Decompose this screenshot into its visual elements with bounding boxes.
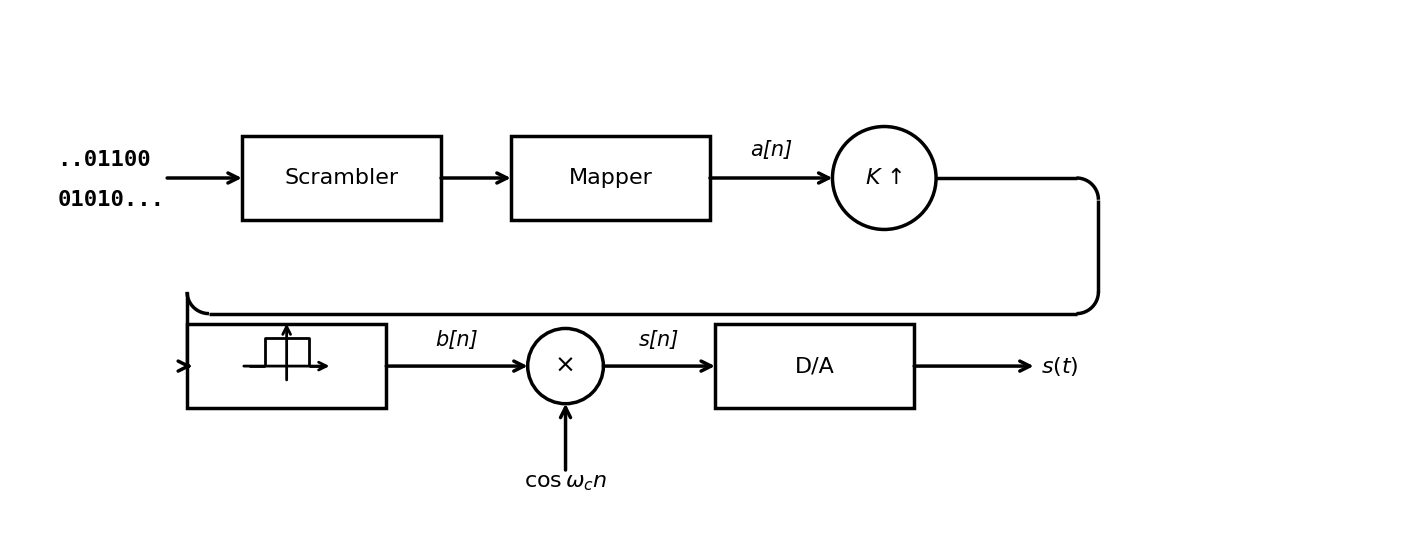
Bar (241, 136, 442, 220)
Text: $s(t)$: $s(t)$ (1040, 354, 1078, 378)
Text: 01010...: 01010... (57, 190, 164, 210)
Circle shape (527, 328, 603, 404)
Text: a[n]: a[n] (750, 140, 792, 160)
Text: ×: × (555, 354, 576, 378)
Bar (186, 324, 387, 408)
Text: s[n]: s[n] (639, 330, 680, 351)
Bar (715, 324, 914, 408)
Circle shape (833, 126, 937, 230)
Text: b[n]: b[n] (436, 330, 478, 351)
Text: ..01100: ..01100 (57, 150, 151, 170)
Text: $K$ ↑: $K$ ↑ (865, 167, 903, 188)
Bar (510, 136, 709, 220)
Text: Mapper: Mapper (568, 168, 652, 188)
Text: Scrambler: Scrambler (285, 168, 398, 188)
Text: D/A: D/A (795, 356, 834, 376)
Text: $\cos\omega_c n$: $\cos\omega_c n$ (524, 473, 607, 493)
